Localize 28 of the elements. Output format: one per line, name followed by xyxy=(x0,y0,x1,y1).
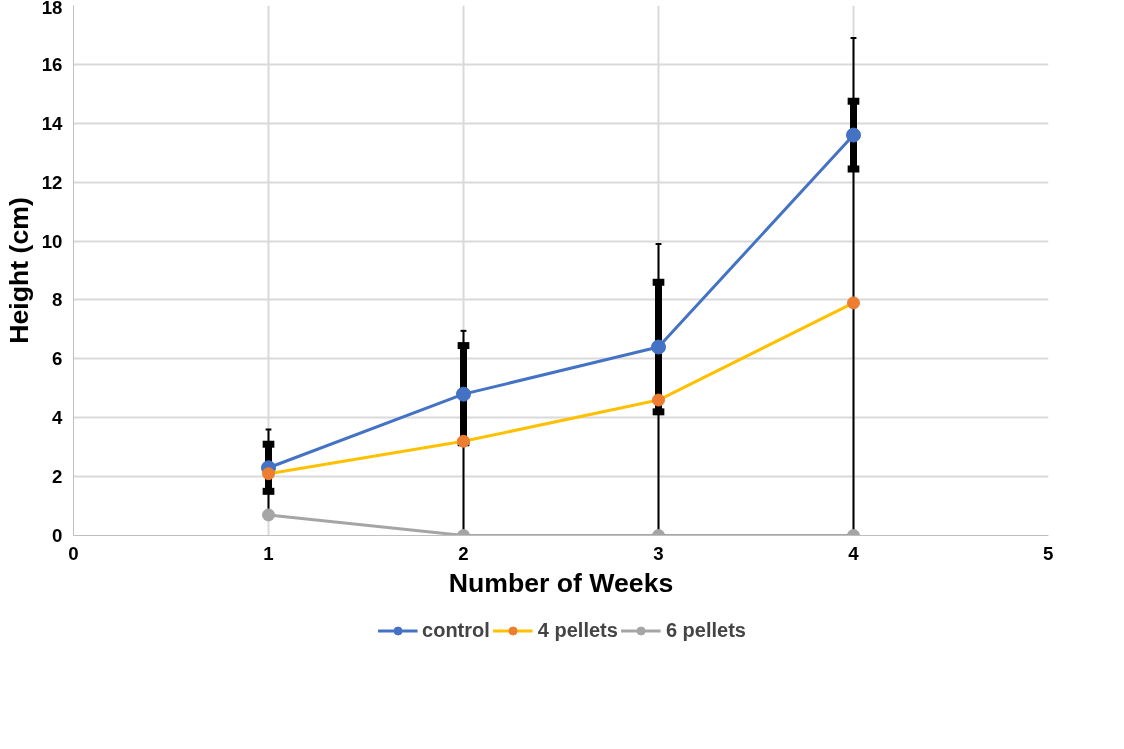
y-tick-label: 8 xyxy=(52,289,63,311)
point xyxy=(652,393,665,407)
point xyxy=(262,508,275,522)
point xyxy=(847,296,860,310)
point xyxy=(651,339,666,355)
x-axis-title: Number of Weeks xyxy=(448,567,674,598)
x-tick-label: 1 xyxy=(263,542,274,564)
x-tick-label: 5 xyxy=(1043,542,1054,564)
point xyxy=(262,467,275,481)
x-tick-label: 3 xyxy=(653,542,664,564)
legend-label: control xyxy=(422,618,490,642)
x-tick-label: 4 xyxy=(848,542,860,564)
y-axis-title: Height (cm) xyxy=(3,197,34,344)
point xyxy=(846,127,861,143)
y-tick-label: 10 xyxy=(41,230,63,252)
legend-label: 6 pellets xyxy=(665,618,746,642)
y-tick-label: 4 xyxy=(52,407,64,429)
y-tick-label: 6 xyxy=(52,348,63,370)
x-tick-label: 2 xyxy=(458,542,469,564)
y-tick-label: 12 xyxy=(41,171,63,193)
legend-label: 4 pellets xyxy=(537,618,618,642)
y-tick-label: 0 xyxy=(52,525,63,546)
y-tick-label: 16 xyxy=(41,53,63,75)
y-tick-label: 14 xyxy=(41,112,64,134)
point xyxy=(456,386,471,402)
y-tick-label: 18 xyxy=(41,0,63,18)
y-tick-label: 2 xyxy=(52,466,63,488)
x-tick-label: 0 xyxy=(68,542,79,564)
